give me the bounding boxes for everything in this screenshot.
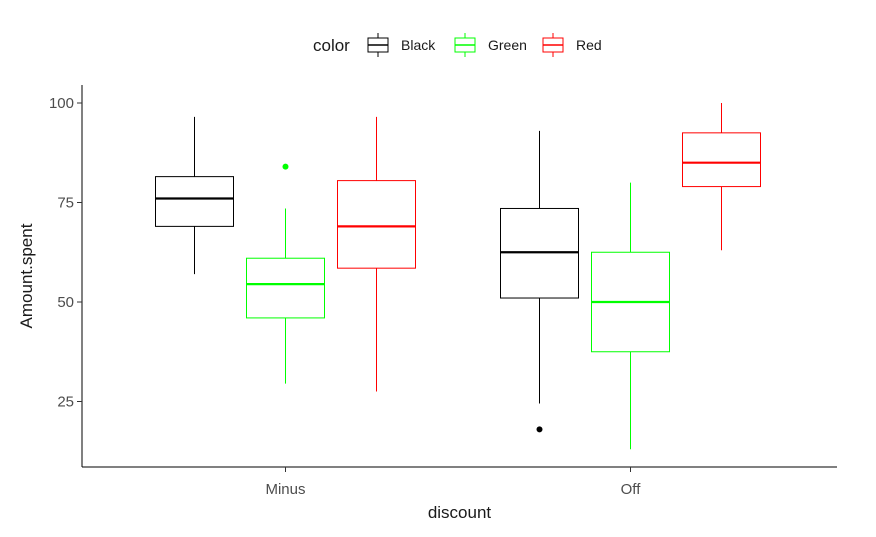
y-axis-title: Amount.spent xyxy=(17,223,36,328)
x-tick-label: Off xyxy=(621,481,642,498)
box-red-minus xyxy=(337,116,416,392)
legend-key-black xyxy=(367,33,389,57)
box-black-minus xyxy=(155,116,234,275)
x-axis-ticks: Minus Off xyxy=(265,467,641,498)
legend-item-black: Black xyxy=(367,33,436,57)
box-body xyxy=(682,132,761,188)
legend-entries: Black Green Red xyxy=(367,33,602,57)
box-green-minus xyxy=(246,163,325,384)
box-red-off xyxy=(682,103,761,251)
box-body xyxy=(246,257,325,319)
legend: color Black Green Red xyxy=(313,33,602,57)
y-tick-label: 50 xyxy=(57,294,74,311)
y-axis-ticks: 25 50 75 100 xyxy=(49,95,82,411)
legend-key-green xyxy=(454,33,476,57)
x-tick-label: Minus xyxy=(265,481,305,498)
x-axis-title: discount xyxy=(428,503,492,522)
legend-label: Red xyxy=(576,37,602,53)
legend-label: Black xyxy=(401,37,436,53)
outlier-point xyxy=(536,426,543,433)
y-tick-label: 100 xyxy=(49,95,74,112)
box-body xyxy=(337,180,416,269)
box-green-off xyxy=(591,182,670,450)
legend-title: color xyxy=(313,36,350,55)
y-tick-label: 75 xyxy=(57,195,74,212)
legend-item-red: Red xyxy=(542,33,602,57)
box-body xyxy=(155,176,234,227)
legend-key-red xyxy=(542,33,564,57)
box-black-off xyxy=(500,130,579,433)
y-tick-label: 25 xyxy=(57,394,74,411)
outlier-point xyxy=(282,163,289,170)
legend-label: Green xyxy=(488,37,527,53)
legend-item-green: Green xyxy=(454,33,527,57)
plot-area xyxy=(155,103,761,450)
